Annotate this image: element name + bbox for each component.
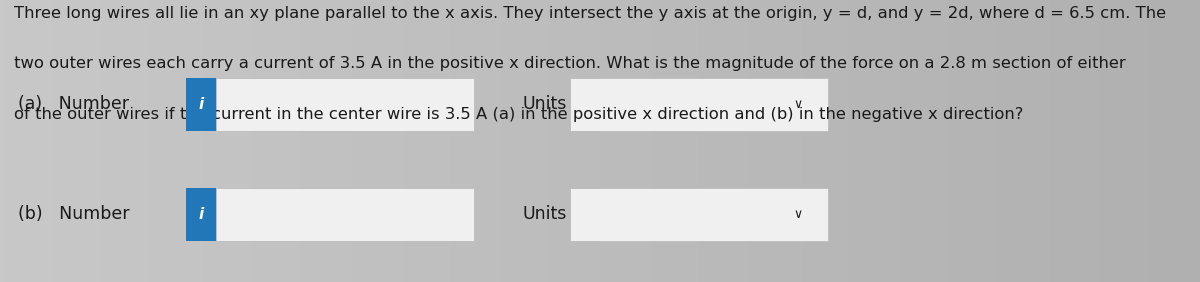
Text: of the outer wires if the current in the center wire is 3.5 A (a) in the positiv: of the outer wires if the current in the…: [14, 107, 1024, 122]
FancyBboxPatch shape: [186, 188, 216, 241]
Text: two outer wires each carry a current of 3.5 A in the positive x direction. What : two outer wires each carry a current of …: [14, 56, 1126, 71]
Text: Units: Units: [522, 95, 566, 113]
FancyBboxPatch shape: [186, 78, 216, 131]
Text: (a)   Number: (a) Number: [18, 95, 130, 113]
FancyBboxPatch shape: [216, 188, 474, 241]
Text: i: i: [198, 97, 204, 112]
FancyBboxPatch shape: [216, 78, 474, 131]
Text: Three long wires all lie in an xy plane parallel to the x axis. They intersect t: Three long wires all lie in an xy plane …: [14, 6, 1166, 21]
Text: Units: Units: [522, 205, 566, 223]
FancyBboxPatch shape: [570, 78, 828, 131]
Text: (b)   Number: (b) Number: [18, 205, 130, 223]
Text: i: i: [198, 207, 204, 222]
Text: ∨: ∨: [793, 208, 803, 221]
Text: ∨: ∨: [793, 98, 803, 111]
FancyBboxPatch shape: [570, 188, 828, 241]
